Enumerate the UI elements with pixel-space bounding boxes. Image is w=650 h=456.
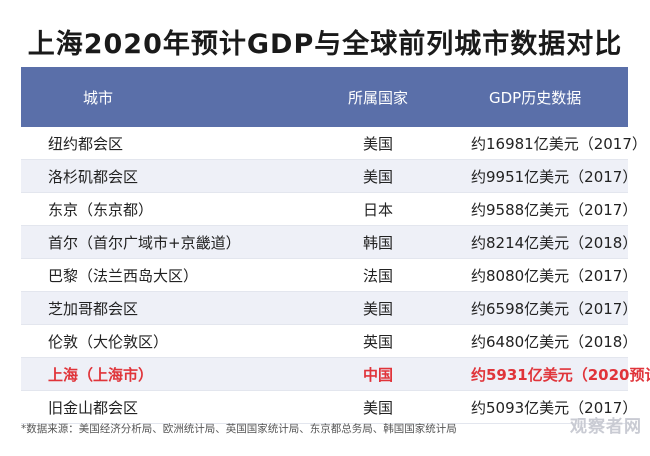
header-country: 所属国家	[319, 67, 437, 127]
gdp-table-container: 城市 所属国家 GDP历史数据 纽约都会区 美国 约16981亿美元（2017） 洛杉…	[21, 67, 650, 424]
table-row: 巴黎（法兰西岛大区） 法国 约8080亿美元（2017）	[21, 258, 637, 292]
country-cell: 中国	[319, 357, 437, 391]
gdp-cell: 约9951亿美元（2017）	[437, 159, 637, 193]
gdp-table: 城市 所属国家 GDP历史数据 纽约都会区 美国 约16981亿美元（2017） 洛杉…	[21, 67, 650, 424]
city-cell: 首尔（首尔广域市+京畿道）	[21, 225, 319, 259]
table-header-row: 城市 所属国家 GDP历史数据	[21, 67, 628, 127]
country-cell: 美国	[319, 159, 437, 193]
source-note: *数据来源：美国经济分析局、欧洲统计局、英国国家统计局、东京都总务局、韩国国家统…	[21, 423, 457, 435]
table-row: 首尔（首尔广域市+京畿道） 韩国 约8214亿美元（2018）	[21, 225, 637, 259]
country-cell: 美国	[319, 291, 437, 325]
page-title: 上海2020年预计GDP与全球前列城市数据对比	[27, 29, 623, 60]
city-cell: 芝加哥都会区	[21, 291, 319, 325]
gdp-cell: 约9588亿美元（2017）	[437, 192, 637, 226]
table-row: 伦敦（大伦敦区） 英国 约6480亿美元（2018）	[21, 324, 637, 358]
city-cell: 旧金山都会区	[21, 390, 319, 424]
gdp-cell: 约8080亿美元（2017）	[437, 258, 637, 292]
table-row: 东京（东京都） 日本 约9588亿美元（2017）	[21, 192, 637, 226]
gdp-cell: 约5931亿美元（2020预计）	[437, 357, 650, 391]
country-cell: 法国	[319, 258, 437, 292]
header-city: 城市	[21, 67, 319, 127]
table-row: 芝加哥都会区 美国 约6598亿美元（2017）	[21, 291, 637, 325]
city-cell: 伦敦（大伦敦区）	[21, 324, 319, 358]
country-cell: 美国	[319, 390, 437, 424]
table-row: 洛杉矶都会区 美国 约9951亿美元（2017）	[21, 159, 637, 193]
gdp-cell: 约6598亿美元（2017）	[437, 291, 637, 325]
table-row: 旧金山都会区 美国 约5093亿美元（2017）	[21, 390, 637, 424]
city-cell: 洛杉矶都会区	[21, 159, 319, 193]
country-cell: 日本	[319, 192, 437, 226]
gdp-cell: 约6480亿美元（2018）	[437, 324, 637, 358]
header-gdp: GDP历史数据	[437, 67, 628, 127]
country-cell: 韩国	[319, 225, 437, 259]
country-cell: 美国	[319, 127, 437, 160]
gdp-cell: 约16981亿美元（2017）	[437, 127, 647, 160]
watermark-logo: 观察者网	[570, 417, 642, 437]
gdp-cell: 约5093亿美元（2017）	[437, 390, 637, 424]
city-cell: 巴黎（法兰西岛大区）	[21, 258, 319, 292]
city-cell: 东京（东京都）	[21, 192, 319, 226]
gdp-cell: 约8214亿美元（2018）	[437, 225, 637, 259]
table-body: 纽约都会区 美国 约16981亿美元（2017） 洛杉矶都会区 美国 约9951亿美元（2…	[21, 127, 650, 424]
country-cell: 英国	[319, 324, 437, 358]
table-row: 纽约都会区 美国 约16981亿美元（2017）	[21, 127, 647, 160]
city-cell: 上海（上海市）	[21, 357, 319, 391]
city-cell: 纽约都会区	[21, 127, 319, 160]
